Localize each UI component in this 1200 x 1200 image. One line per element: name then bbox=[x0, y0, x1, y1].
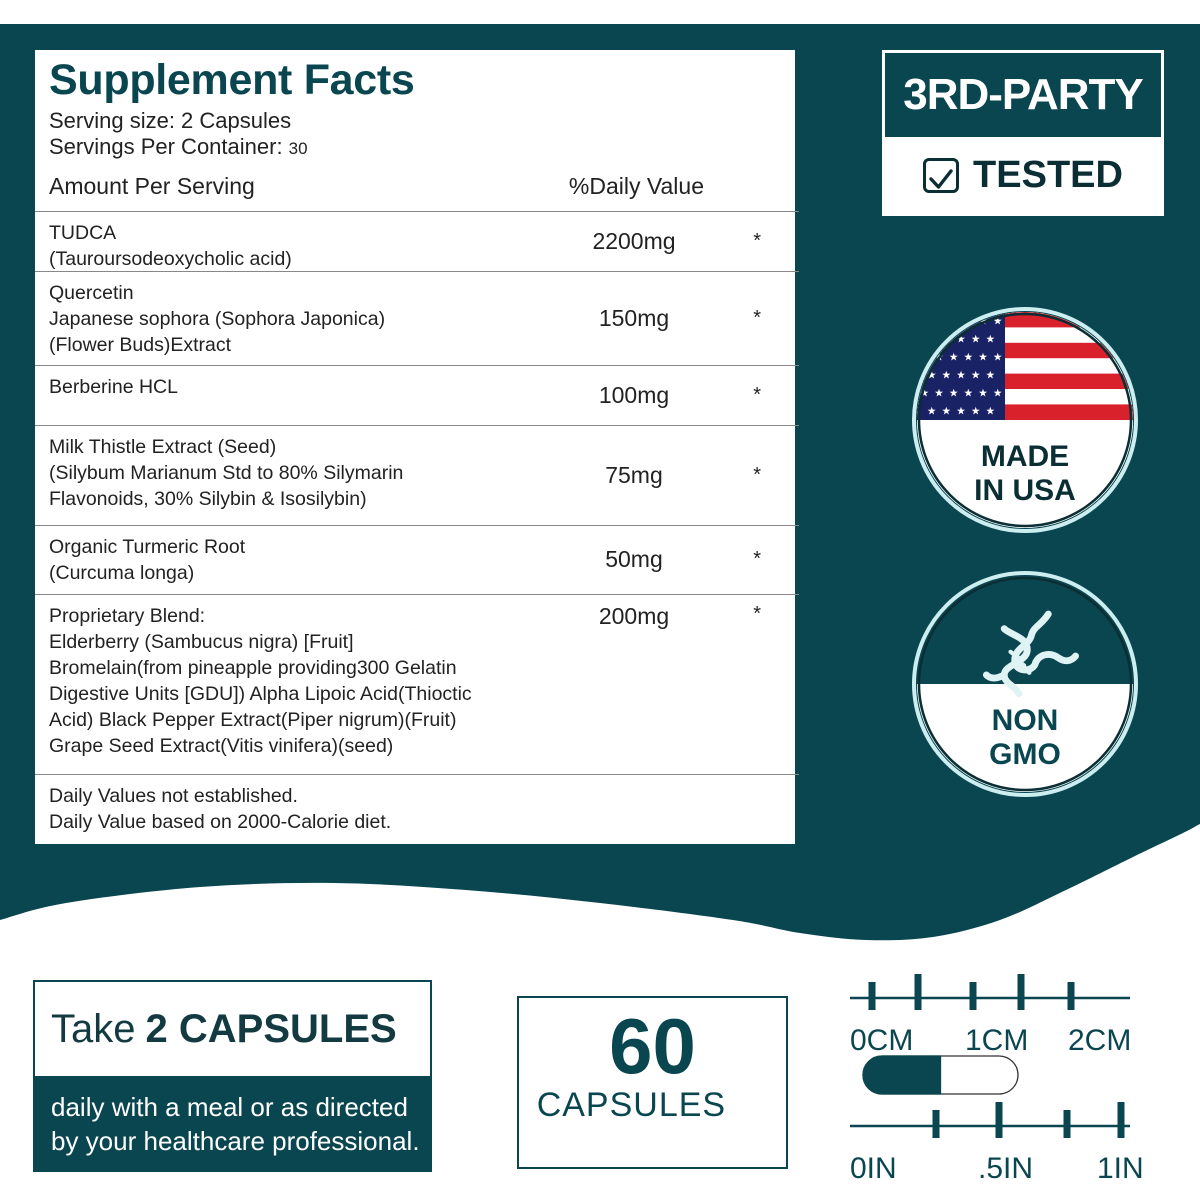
svg-text:2CM: 2CM bbox=[1068, 1024, 1131, 1057]
svg-text:.5IN: .5IN bbox=[978, 1152, 1033, 1185]
svg-text:1IN: 1IN bbox=[1097, 1152, 1144, 1185]
svg-text:0IN: 0IN bbox=[850, 1152, 897, 1185]
svg-text:0CM: 0CM bbox=[850, 1024, 913, 1057]
svg-text:1CM: 1CM bbox=[965, 1024, 1028, 1057]
